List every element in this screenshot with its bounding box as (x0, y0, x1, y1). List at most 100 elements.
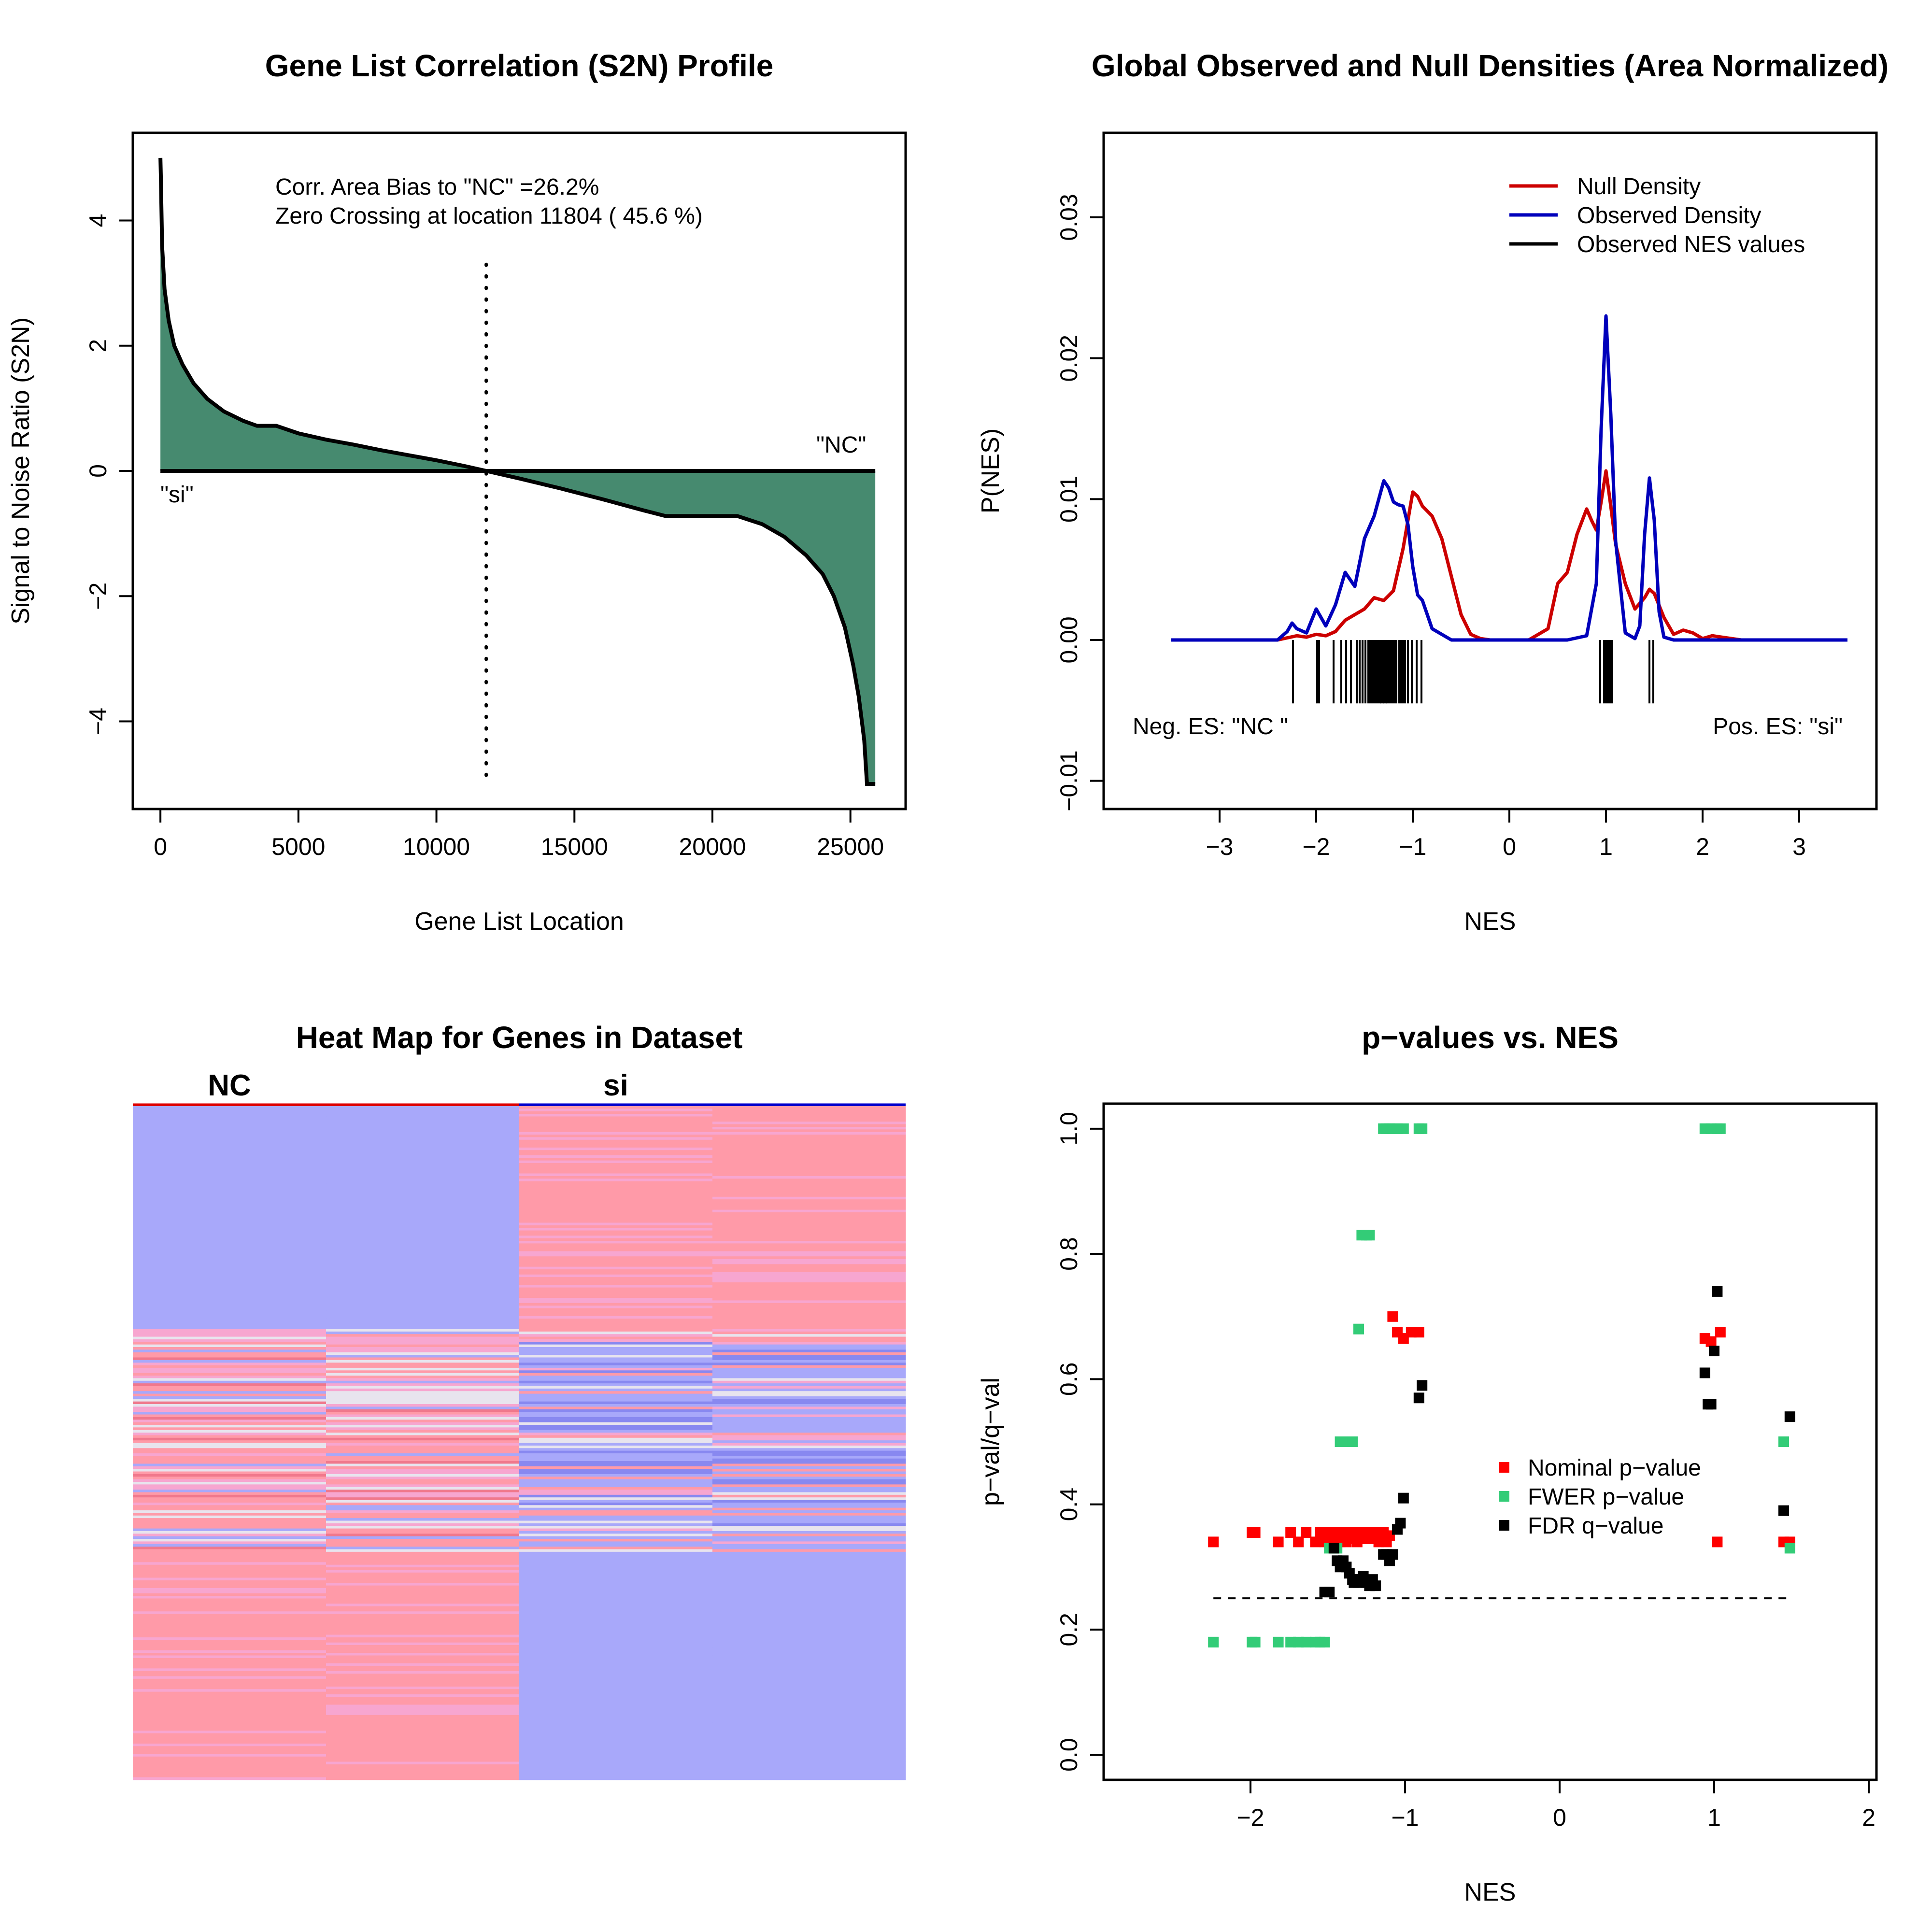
heatmap-cell (712, 1126, 906, 1130)
heatmap-cell (326, 1238, 520, 1241)
heatmap-cell (133, 1261, 327, 1264)
heatmap-cell (326, 1433, 520, 1435)
heatmap-cell (519, 1365, 713, 1368)
pvalue-plot-area: −2 −1 0 1 2 0.0 0.2 0.4 0.6 0.8 1.0 (1055, 1112, 1875, 1831)
heatmap-cell (712, 1746, 906, 1749)
heatmap-cell (519, 1547, 713, 1549)
heatmap-cell (133, 1256, 327, 1260)
heatmap-cell (519, 1534, 713, 1537)
heatmap-cell (326, 1712, 520, 1716)
heatmap-cell (133, 1230, 327, 1234)
heatmap-cell (712, 1323, 906, 1327)
heatmap-cell (712, 1111, 906, 1114)
heatmap-cell (712, 1751, 906, 1754)
heatmap-cell (519, 1777, 713, 1780)
heatmap-cell (519, 1484, 713, 1488)
heatmap-cell (519, 1748, 713, 1752)
heatmap-cell (326, 1331, 520, 1335)
heatmap-cell (133, 1640, 327, 1643)
heatmap-cell (519, 1443, 713, 1446)
heatmap-cell (712, 1507, 906, 1511)
heatmap-cell (326, 1329, 520, 1332)
heatmap-cell (133, 1129, 327, 1133)
heatmap-cell (326, 1290, 520, 1293)
heatmap-cell (712, 1513, 906, 1516)
heatmap-cell (133, 1526, 327, 1529)
heatmap-cell (712, 1596, 906, 1599)
heatmap-cell (519, 1518, 713, 1521)
heatmap-cell (326, 1336, 520, 1340)
heatmap-cell (519, 1627, 713, 1630)
heatmap-cell (133, 1412, 327, 1415)
heatmap-cell (712, 1658, 906, 1661)
heatmap-cell (519, 1463, 713, 1467)
heatmap-cell (712, 1445, 906, 1449)
heatmap-cell (519, 1124, 713, 1127)
heatmap-cell (712, 1490, 906, 1492)
heatmap-cell (326, 1453, 520, 1456)
heatmap-cell (712, 1575, 906, 1578)
heatmap-cell (326, 1313, 520, 1317)
heatmap-cell (712, 1272, 906, 1275)
heatmap-cell (326, 1722, 520, 1726)
heatmap-cell (519, 1492, 713, 1495)
heatmap-cell (519, 1702, 713, 1705)
heatmap-cell (133, 1158, 327, 1161)
heatmap-cell (519, 1767, 713, 1770)
heatmap-cell (519, 1376, 713, 1378)
heatmap-cell (712, 1173, 906, 1177)
heatmap-cell (326, 1588, 520, 1591)
heatmap-cell (133, 1518, 327, 1521)
heatmap-cell (712, 1293, 906, 1296)
heatmap-cell (519, 1580, 713, 1583)
heatmap-group-label-nc: NC (208, 1069, 251, 1102)
heatmap-cell (712, 1614, 906, 1617)
heatmap-cell (712, 1463, 906, 1467)
heatmap-cell (519, 1238, 713, 1241)
heatmap-cell (133, 1300, 327, 1304)
heatmap-cell (133, 1122, 327, 1125)
heatmap-cell (326, 1481, 520, 1485)
heatmap-cell (326, 1604, 520, 1607)
heatmap-cell (519, 1313, 713, 1317)
heatmap-cell (519, 1539, 713, 1542)
heatmap-cell (519, 1728, 713, 1731)
heatmap-cell (326, 1513, 520, 1516)
heatmap-cell (133, 1306, 327, 1308)
heatmap-cell (712, 1448, 906, 1451)
heatmap-cell (712, 1383, 906, 1386)
heatmap-cell (326, 1420, 520, 1423)
nominal-p-point (1310, 1536, 1321, 1548)
heatmap-cell (712, 1388, 906, 1392)
heatmap-cell (133, 1114, 327, 1117)
heatmap-cell (133, 1741, 327, 1744)
s2n-x-tick-label: 15000 (541, 833, 608, 860)
heatmap-cell (519, 1536, 713, 1539)
heatmap-cell (519, 1209, 713, 1213)
heatmap-cell (712, 1135, 906, 1137)
heatmap-cell (519, 1424, 713, 1428)
heatmap-cell (712, 1163, 906, 1166)
heatmap-cell (712, 1567, 906, 1570)
heatmap-cell (519, 1396, 713, 1399)
heatmap-cell (326, 1487, 520, 1490)
heatmap-cell (326, 1152, 520, 1156)
heatmap-cell (326, 1743, 520, 1747)
s2n-x-tick-label: 25000 (817, 833, 884, 860)
heatmap-cell (519, 1388, 713, 1392)
heatmap-cell (326, 1181, 520, 1184)
heatmap-cell (712, 1453, 906, 1456)
heatmap-cell (326, 1715, 520, 1718)
heatmap-cell (326, 1139, 520, 1143)
legend-null-density-label: Null Density (1577, 174, 1701, 199)
heatmap-cell (133, 1547, 327, 1549)
heatmap-cell (133, 1477, 327, 1480)
fdr-q-point (1395, 1518, 1406, 1529)
heatmap-cell (519, 1591, 713, 1594)
heatmap-cell (133, 1298, 327, 1301)
heatmap-cell (519, 1756, 713, 1760)
heatmap-cell (519, 1549, 713, 1552)
heatmap-cell (712, 1676, 906, 1679)
heatmap-cell (519, 1572, 713, 1576)
nominal-p-point (1413, 1327, 1424, 1338)
